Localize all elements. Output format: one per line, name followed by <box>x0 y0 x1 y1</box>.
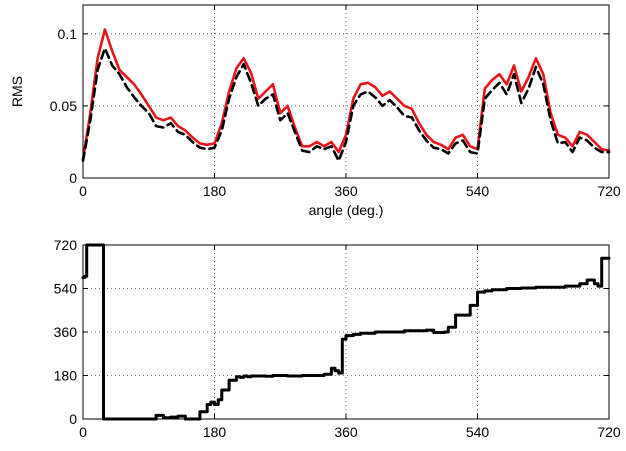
angle-grid <box>83 245 609 419</box>
rms-plot-frame <box>82 4 610 179</box>
x-tick-label: 180 <box>203 183 227 199</box>
y-tick-label: 0.1 <box>58 26 78 42</box>
x-tick-label: 540 <box>466 424 490 440</box>
x-tick-label: 540 <box>466 183 490 199</box>
x-tick-label: 720 <box>597 424 621 440</box>
angle-plot: 0 180 360 540 720 0 180 360 540 720 <box>54 237 621 440</box>
angle-plot-frame <box>82 244 610 420</box>
series-line-1 <box>81 47 611 162</box>
x-tick-label: 720 <box>597 183 621 199</box>
rms-series <box>81 28 611 162</box>
y-tick-label: 540 <box>54 281 78 297</box>
rms-y-axis-label: RMS <box>9 76 25 107</box>
series-line-0 <box>81 243 611 421</box>
series-line-0 <box>81 28 611 161</box>
angle-ticks: 0 180 360 540 720 0 180 360 540 720 <box>54 237 621 440</box>
y-tick-label: 360 <box>54 324 78 340</box>
y-tick-label: 720 <box>54 237 78 253</box>
x-tick-label: 180 <box>203 424 227 440</box>
x-tick-label: 360 <box>334 424 358 440</box>
rms-x-axis-label: angle (deg.) <box>309 202 384 218</box>
y-tick-label: 0 <box>69 411 77 427</box>
x-tick-label: 0 <box>79 183 87 199</box>
angle-series <box>81 243 611 421</box>
y-tick-label: 0.05 <box>50 98 77 114</box>
rms-plot: 0 180 360 540 720 0 0.05 0.1 RMS angle (deg.) <box>9 4 621 218</box>
y-tick-label: 180 <box>54 368 78 384</box>
rms-grid <box>83 5 609 178</box>
x-tick-label: 0 <box>79 424 87 440</box>
y-tick-label: 0 <box>69 170 77 186</box>
x-tick-label: 360 <box>334 183 358 199</box>
